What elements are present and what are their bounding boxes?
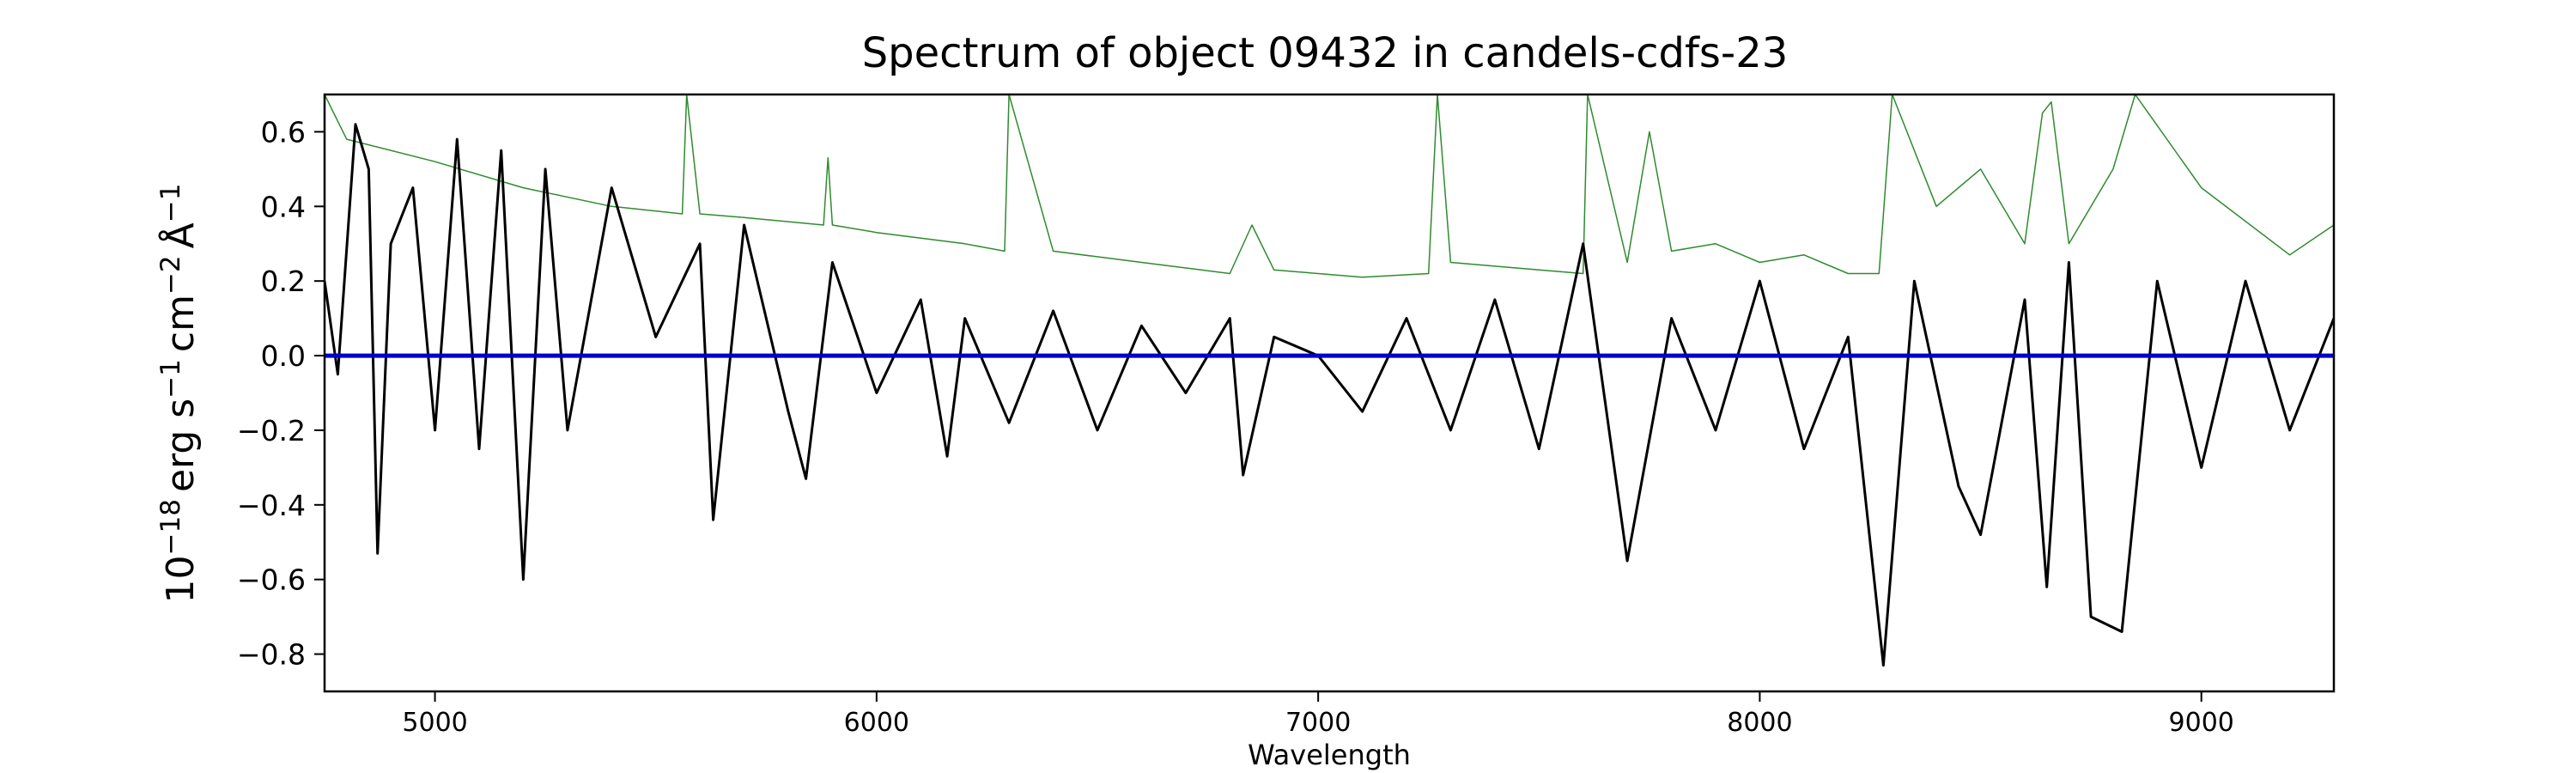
chart-title: Spectrum of object 09432 in candels-cdfs… bbox=[862, 29, 1789, 77]
y-tick-label: 0.6 bbox=[261, 115, 306, 149]
y-tick-label: −0.8 bbox=[237, 638, 306, 672]
plot-area bbox=[323, 93, 2336, 693]
series-layer bbox=[325, 94, 2334, 667]
x-tick-label: 9000 bbox=[2169, 708, 2234, 738]
y-axis-label: 10−18erg s−1cm−2Å−1 bbox=[155, 184, 203, 604]
x-tick-label: 5000 bbox=[402, 708, 467, 738]
y-tick-label: −0.4 bbox=[237, 489, 306, 522]
x-tick-label: 8000 bbox=[1727, 708, 1792, 738]
x-axis: 5000 6000 7000 8000 9000 bbox=[402, 691, 2234, 738]
y-tick-label: −0.6 bbox=[237, 563, 306, 597]
y-label-base: 10 bbox=[159, 555, 203, 603]
x-tick-label: 6000 bbox=[844, 708, 909, 738]
x-axis-label: Wavelength bbox=[1248, 739, 1411, 771]
y-label-unit-cm: cm bbox=[159, 295, 203, 352]
y-label-unit-cm-exponent: −2 bbox=[155, 255, 186, 295]
series-line-error bbox=[325, 94, 2334, 278]
series-line-flux bbox=[325, 123, 2334, 667]
y-tick-label: −0.2 bbox=[237, 414, 306, 447]
y-tick-label: 0.2 bbox=[261, 265, 306, 298]
y-label-unit-erg-exponent: −1 bbox=[155, 359, 186, 399]
y-tick-label: 0.0 bbox=[261, 339, 306, 373]
x-tick-label: 7000 bbox=[1285, 708, 1351, 738]
y-label-unit-angstrom-exponent: −1 bbox=[155, 184, 186, 223]
y-label-base-exponent: −18 bbox=[155, 499, 186, 555]
y-label-unit-angstrom: Å bbox=[157, 222, 203, 248]
y-label-unit-erg: erg s bbox=[159, 399, 203, 492]
plot-frame bbox=[323, 93, 2336, 693]
y-tick-label: 0.4 bbox=[261, 190, 306, 223]
y-axis: −0.8 −0.6 −0.4 −0.2 0.0 0.2 0.4 0.6 bbox=[237, 115, 325, 672]
